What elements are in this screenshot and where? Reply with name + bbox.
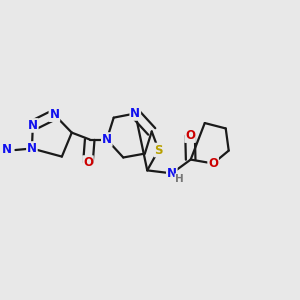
Text: O: O: [185, 129, 195, 142]
Text: N: N: [102, 133, 112, 146]
Text: O: O: [83, 156, 93, 169]
Text: H: H: [175, 174, 184, 184]
Text: N: N: [50, 108, 59, 121]
Text: N: N: [167, 167, 177, 180]
Text: N: N: [27, 142, 37, 155]
Text: N: N: [28, 119, 38, 132]
Text: N: N: [3, 143, 13, 156]
Text: O: O: [208, 157, 218, 170]
Text: N: N: [130, 107, 140, 120]
Text: S: S: [154, 143, 163, 157]
Text: N: N: [2, 143, 12, 156]
